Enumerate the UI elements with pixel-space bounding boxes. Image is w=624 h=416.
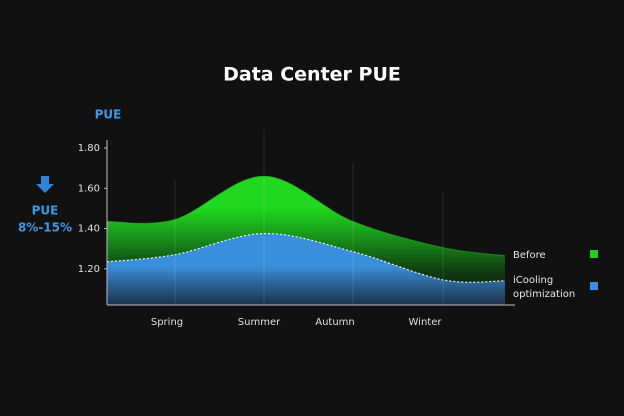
area-line	[106, 175, 506, 257]
legend-swatch	[590, 282, 598, 290]
y-tick-label: 1.40	[78, 224, 100, 235]
annotation: 8%-15%	[18, 221, 72, 235]
x-tick-label: Summer	[238, 317, 281, 328]
y-tick-label: 1.80	[78, 143, 100, 154]
legend-swatch	[590, 250, 598, 258]
legend-label: iCooling optimization	[513, 275, 576, 300]
y-axis-label: PUE	[95, 108, 122, 122]
area-line	[106, 232, 506, 283]
x-tick-label: Winter	[409, 317, 443, 328]
x-tick-label: Autumn	[315, 317, 355, 328]
y-tick-label: 1.60	[78, 183, 100, 194]
chart-title: Data Center PUE	[223, 64, 401, 86]
down-arrow	[36, 176, 54, 193]
x-tick-label: Spring	[151, 317, 183, 328]
area-fill	[107, 233, 505, 305]
legend-label: Before	[513, 250, 546, 261]
annotation: PUE	[32, 204, 59, 218]
y-tick-label: 1.20	[78, 264, 100, 275]
